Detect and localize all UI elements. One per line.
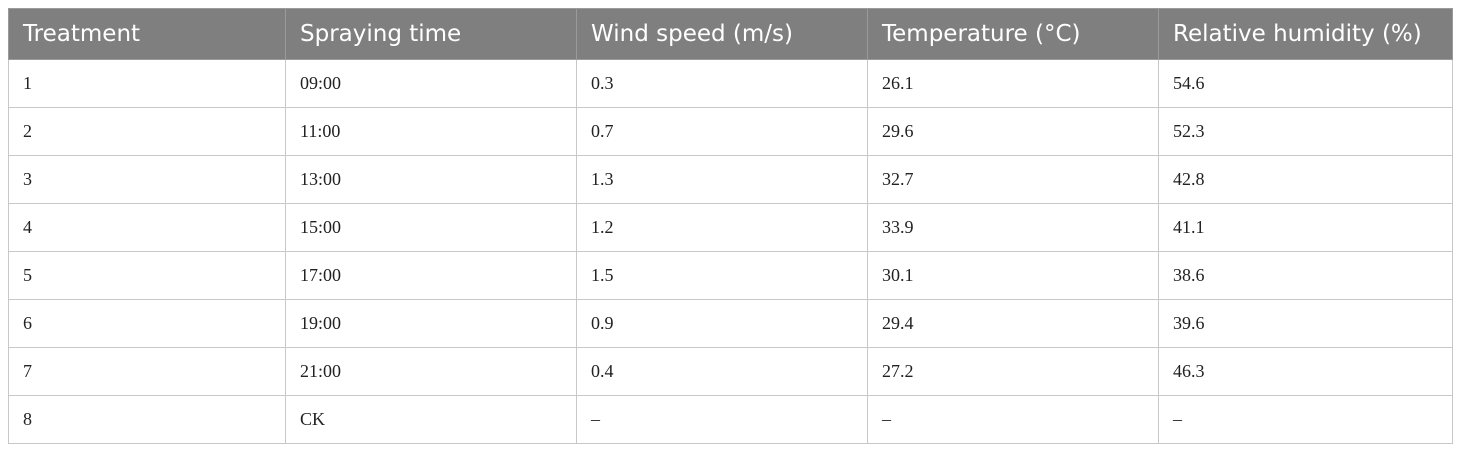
table-cell: 19:00 (285, 299, 577, 348)
table-cell: 32.7 (867, 155, 1159, 204)
table-cell: – (867, 395, 1159, 444)
table-cell: 0.4 (576, 347, 868, 396)
table-cell: 0.9 (576, 299, 868, 348)
table-cell: 1.5 (576, 251, 868, 300)
table-cell: 46.3 (1158, 347, 1453, 396)
table-cell: 54.6 (1158, 59, 1453, 108)
table-cell: 15:00 (285, 203, 577, 252)
table-cell: 7 (8, 347, 286, 396)
table-cell: 26.1 (867, 59, 1159, 108)
table-row: 7 21:00 0.4 27.2 46.3 (8, 347, 1453, 396)
table-cell: – (576, 395, 868, 444)
table-cell: 0.7 (576, 107, 868, 156)
table-head: Treatment Spraying time Wind speed (m/s) Te… (8, 8, 1453, 60)
table-row: 2 11:00 0.7 29.6 52.3 (8, 107, 1453, 156)
table-cell: 0.3 (576, 59, 868, 108)
table-row: 3 13:00 1.3 32.7 42.8 (8, 155, 1453, 204)
table-cell: 41.1 (1158, 203, 1453, 252)
table-body: 1 09:00 0.3 26.1 54.6 2 11:00 0.7 29.6 52.3 3 13:00… (8, 59, 1453, 444)
table-cell: 30.1 (867, 251, 1159, 300)
header-row: Treatment Spraying time Wind speed (m/s) Te… (8, 8, 1453, 60)
table-row: 6 19:00 0.9 29.4 39.6 (8, 299, 1453, 348)
table-cell: 1.3 (576, 155, 868, 204)
header-cell: Wind speed (m/s) (576, 8, 868, 60)
table-cell: 39.6 (1158, 299, 1453, 348)
table-cell: 2 (8, 107, 286, 156)
table-cell: 5 (8, 251, 286, 300)
table-row: 4 15:00 1.2 33.9 41.1 (8, 203, 1453, 252)
table-cell: 21:00 (285, 347, 577, 396)
table-cell: 3 (8, 155, 286, 204)
table-cell: 11:00 (285, 107, 577, 156)
table-cell: – (1158, 395, 1453, 444)
header-cell: Treatment (8, 8, 286, 60)
table-cell: 42.8 (1158, 155, 1453, 204)
table-cell: 29.4 (867, 299, 1159, 348)
header-cell: Relative humidity (%) (1158, 8, 1453, 60)
table-cell: 1.2 (576, 203, 868, 252)
table-cell: 09:00 (285, 59, 577, 108)
header-cell: Temperature (°C) (867, 8, 1159, 60)
data-table: Treatment Spraying time Wind speed (m/s) Te… (8, 8, 1453, 444)
table-cell: 1 (8, 59, 286, 108)
table-cell: CK (285, 395, 577, 444)
table-cell: 33.9 (867, 203, 1159, 252)
table-cell: 4 (8, 203, 286, 252)
table-cell: 52.3 (1158, 107, 1453, 156)
header-cell: Spraying time (285, 8, 577, 60)
table-cell: 38.6 (1158, 251, 1453, 300)
table-cell: 27.2 (867, 347, 1159, 396)
table-cell: 13:00 (285, 155, 577, 204)
table-cell: 6 (8, 299, 286, 348)
table-row: 8 CK – – – (8, 395, 1453, 444)
table-row: 5 17:00 1.5 30.1 38.6 (8, 251, 1453, 300)
table-cell: 29.6 (867, 107, 1159, 156)
table-container: Treatment Spraying time Wind speed (m/s) Te… (8, 8, 1453, 444)
table-row: 1 09:00 0.3 26.1 54.6 (8, 59, 1453, 108)
table-cell: 17:00 (285, 251, 577, 300)
table-cell: 8 (8, 395, 286, 444)
